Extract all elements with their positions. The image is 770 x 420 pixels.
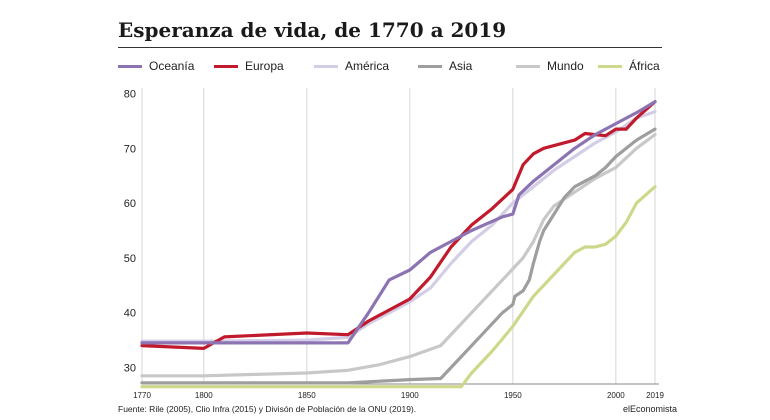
legend: Oceanía Europa América Asia Mundo África	[118, 58, 678, 74]
x-tick-label: 1900	[401, 391, 419, 400]
legend-label: América	[345, 59, 390, 73]
legend-swatch	[418, 64, 442, 68]
legend-item: Oceanía	[118, 58, 194, 74]
x-tick-label: 2019	[646, 391, 664, 400]
brand-label: elEconomista	[622, 404, 677, 414]
title-rule	[118, 47, 662, 48]
y-tick-label: 40	[124, 308, 136, 320]
series-line-mundo	[140, 133, 657, 378]
legend-label: África	[629, 59, 660, 73]
x-tick-label: 1950	[504, 391, 522, 400]
y-tick-label: 60	[124, 198, 136, 210]
series-line-europa	[140, 100, 657, 350]
y-tick-label: 30	[124, 363, 136, 375]
legend-label: Oceanía	[149, 59, 195, 73]
chart-title: Esperanza de vida, de 1770 a 2019	[118, 18, 507, 42]
legend-swatch	[214, 64, 238, 68]
series-line-américa	[140, 110, 657, 343]
y-tick-label: 80	[124, 88, 136, 100]
legend-item: América	[314, 58, 389, 74]
x-tick-label: 1800	[195, 391, 213, 400]
legend-swatch	[598, 64, 622, 68]
tick-labels: 1770 1800 1850 1900 1950 2000 2019 30 40 50 60 70 80	[124, 88, 665, 400]
legend-label: Europa	[245, 59, 284, 73]
legend-label: Asia	[449, 59, 473, 73]
legend-swatch	[516, 64, 540, 68]
legend-label: Mundo	[547, 59, 584, 73]
legend-swatch	[314, 64, 338, 68]
legend-item: Mundo	[516, 58, 584, 74]
series-line-asia	[140, 127, 657, 385]
y-tick-label: 50	[124, 253, 136, 265]
series	[140, 100, 657, 389]
x-tick-label: 1770	[133, 391, 151, 400]
series-line-áfrica	[140, 185, 657, 389]
source-note: Fuente: Rile (2005), Clio Infra (2015) y…	[118, 404, 417, 414]
gridlines	[141, 88, 656, 384]
x-tick-label: 1850	[298, 391, 316, 400]
y-tick-label: 70	[124, 143, 136, 155]
series-line-oceanía	[140, 100, 657, 345]
legend-swatch	[118, 64, 142, 68]
legend-item: Asia	[418, 58, 472, 74]
legend-item: Europa	[214, 58, 284, 74]
legend-item: África	[598, 58, 660, 74]
x-tick-label: 2000	[607, 391, 625, 400]
